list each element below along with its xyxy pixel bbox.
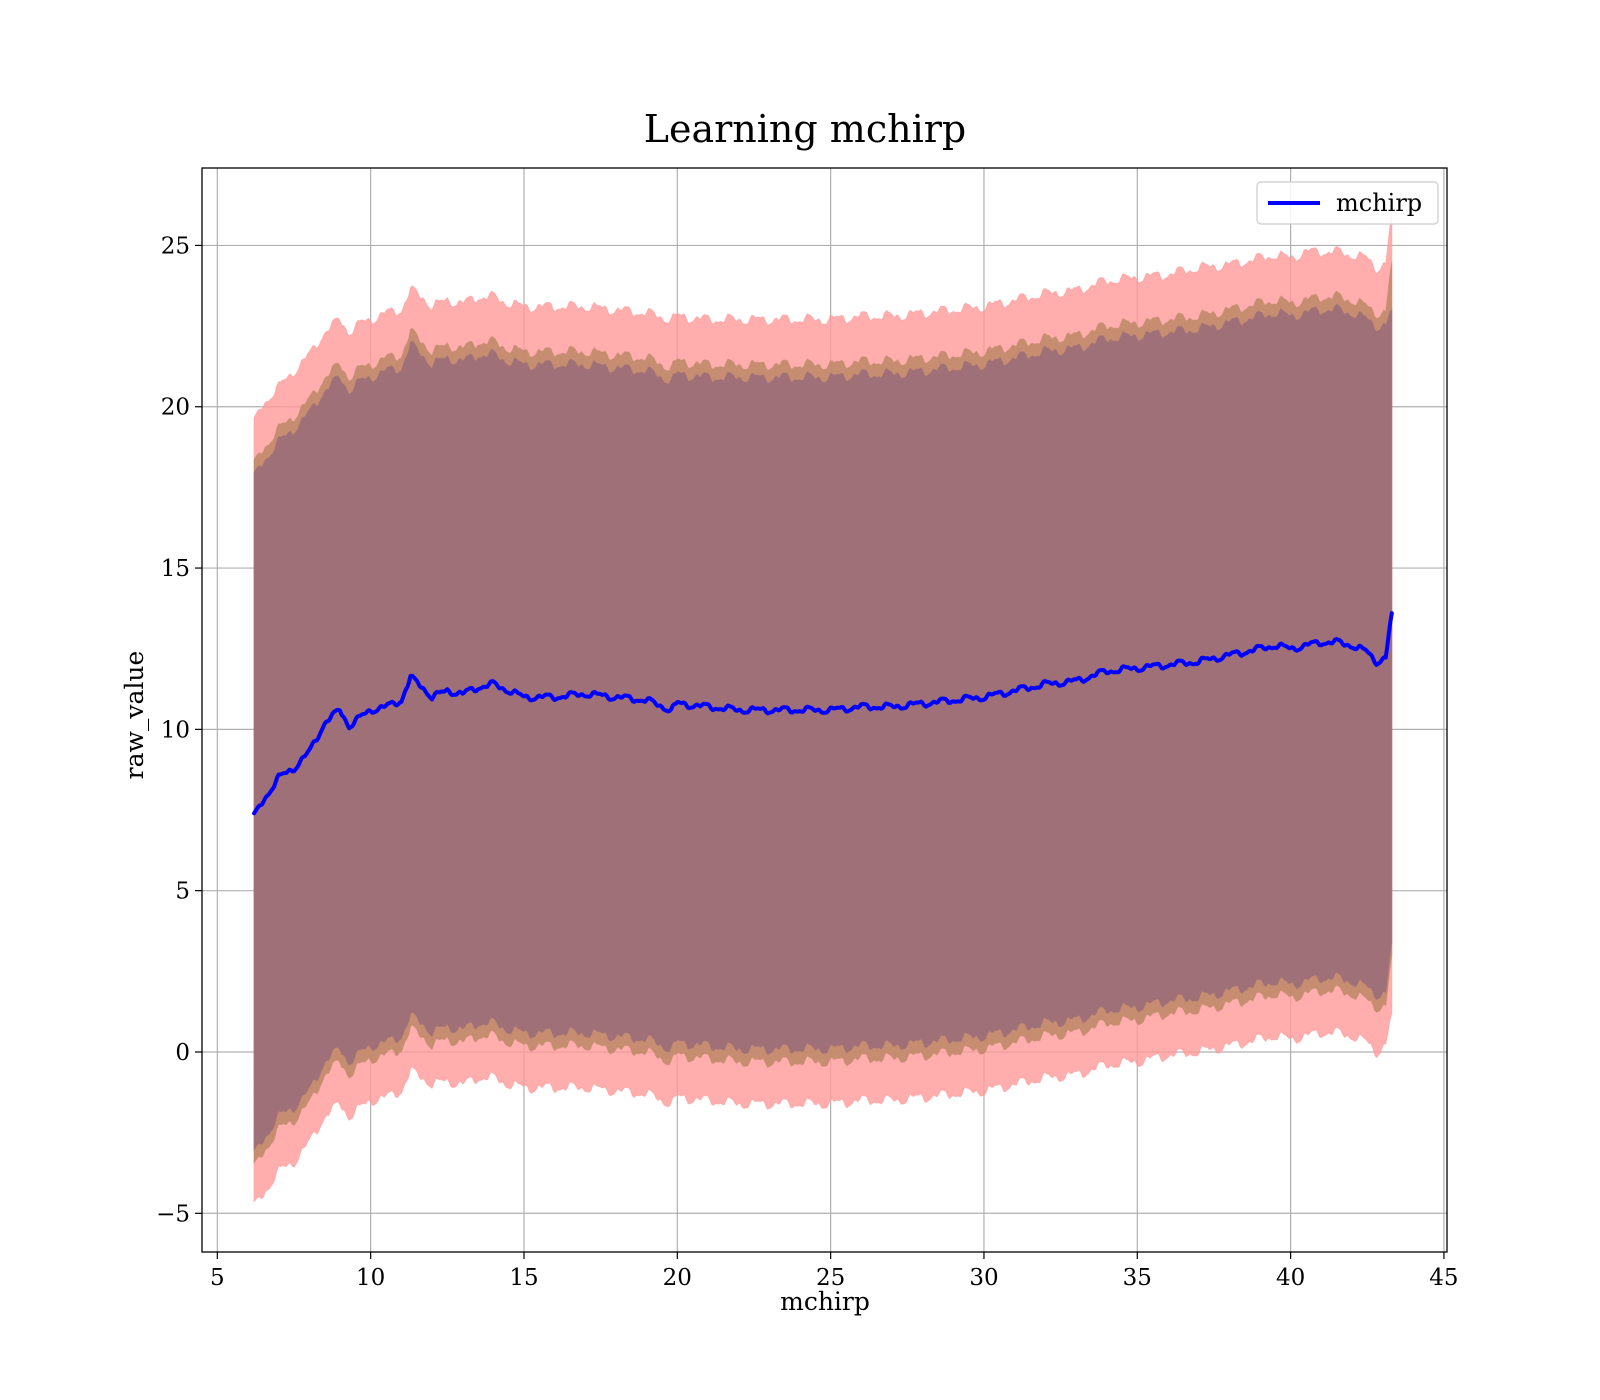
chart-title: Learning mchirp — [644, 107, 966, 151]
plot-area: 5 10 15 20 25 30 35 40 45 −5 0 5 10 15 20 25 — [156, 167, 1459, 1291]
legend-box — [1256, 181, 1439, 225]
legend-label-mchirp: mchirp — [1336, 189, 1422, 217]
x-tick-label: 25 — [816, 1265, 845, 1291]
y-tick-label: 10 — [161, 717, 190, 743]
plot-frame — [201, 167, 1448, 1253]
x-tick-label: 10 — [356, 1265, 385, 1291]
x-tick-label: 35 — [1123, 1265, 1152, 1291]
y-tick-label: 5 — [175, 879, 190, 905]
lines — [252, 611, 1394, 816]
x-tick-label: 20 — [663, 1265, 692, 1291]
band-inner — [253, 303, 1393, 1152]
legend: mchirp — [1256, 181, 1439, 225]
y-axis-label: raw_value — [120, 651, 149, 780]
x-axis-label: mchirp — [780, 1287, 870, 1316]
series-line-mchirp — [252, 611, 1394, 816]
ticks: 5 10 15 20 25 30 35 40 45 −5 0 5 10 15 20 25 — [156, 233, 1458, 1291]
x-tick-label: 15 — [509, 1265, 538, 1291]
x-tick-label: 5 — [210, 1265, 225, 1291]
y-tick-label: 20 — [161, 395, 190, 421]
y-tick-label: −5 — [156, 1201, 190, 1227]
x-tick-label: 45 — [1429, 1265, 1458, 1291]
y-tick-label: 25 — [161, 233, 190, 259]
x-tick-label: 40 — [1276, 1265, 1305, 1291]
y-tick-label: 15 — [161, 556, 190, 582]
y-tick-label: 0 — [175, 1040, 190, 1066]
x-tick-label: 30 — [969, 1265, 998, 1291]
